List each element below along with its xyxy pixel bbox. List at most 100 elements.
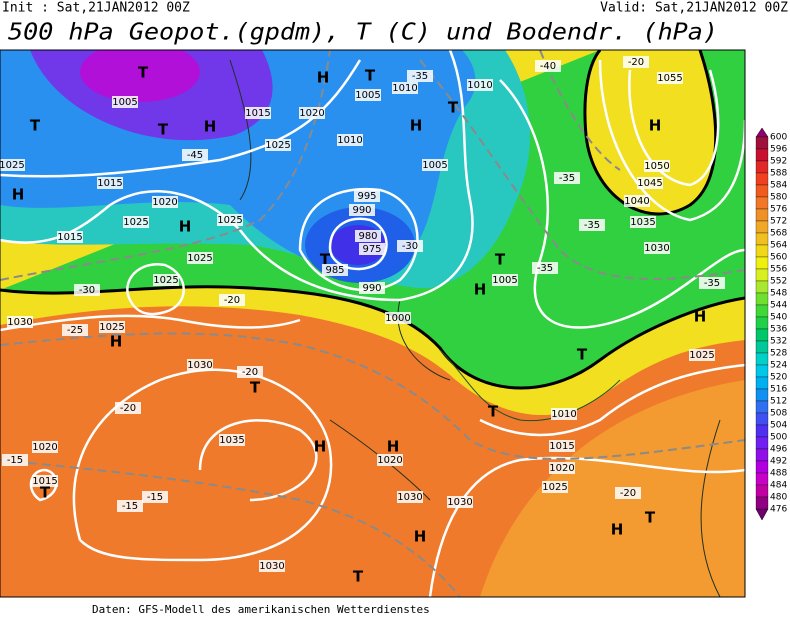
label-box <box>549 440 575 452</box>
contour-label: 1025 <box>542 482 567 493</box>
legend-swatch <box>755 256 769 270</box>
contour-label: 1010 <box>551 409 576 420</box>
contour-label: 1045 <box>637 178 662 189</box>
contour-label: -20 <box>620 488 636 499</box>
pressure-center: T <box>488 403 499 421</box>
color-legend: 600 596 592 588 584 580 576 572 568 564 560 556 552 5… <box>755 127 787 521</box>
label-box <box>219 294 245 306</box>
legend-label: 480 <box>770 493 787 503</box>
label-box <box>62 324 88 336</box>
pressure-center: H <box>179 218 192 236</box>
label-box <box>377 454 403 466</box>
label-box <box>644 160 670 172</box>
contour-label: 1020 <box>377 455 402 466</box>
label-box <box>217 214 243 226</box>
pressure-center: H <box>410 117 423 135</box>
legend-label: 512 <box>770 397 787 407</box>
label-box <box>7 316 33 328</box>
legend-arrow <box>755 508 769 521</box>
legend-swatch <box>755 208 769 222</box>
contour-label: -30 <box>79 285 95 296</box>
contour-label: -35 <box>584 220 600 231</box>
label-box <box>117 500 143 512</box>
label-box <box>447 496 473 508</box>
label-box <box>549 462 575 474</box>
label-box <box>99 321 125 333</box>
pressure-center: T <box>40 484 51 502</box>
label-box <box>142 491 168 503</box>
label-box <box>115 402 141 414</box>
label-box <box>2 454 28 466</box>
contour-label: 1030 <box>7 317 32 328</box>
label-box <box>355 230 381 242</box>
legend-swatch <box>755 448 769 462</box>
legend-label: 492 <box>770 457 787 467</box>
legend-swatch <box>755 328 769 342</box>
label-box <box>349 204 375 216</box>
label-box <box>322 264 348 276</box>
pressure-center: H <box>414 528 427 546</box>
pressure-center: T <box>158 121 169 139</box>
label-box <box>359 243 385 255</box>
contour-label: 1020 <box>299 108 324 119</box>
label-box <box>187 359 213 371</box>
label-box <box>385 312 411 324</box>
contour-label: -20 <box>120 403 136 414</box>
legend-swatch <box>755 352 769 366</box>
isobars <box>0 50 745 597</box>
label-box <box>542 481 568 493</box>
label-box <box>657 72 683 84</box>
contour-label: 1015 <box>32 476 57 487</box>
legend-swatch <box>755 484 769 498</box>
contour-label: 1035 <box>219 435 244 446</box>
label-box <box>422 159 448 171</box>
contour-label: 1030 <box>644 243 669 254</box>
legend-swatch <box>755 172 769 186</box>
contour-label: 1015 <box>57 232 82 243</box>
legend-label: 576 <box>770 205 787 215</box>
legend-label: 528 <box>770 349 787 359</box>
legend-swatch <box>755 196 769 210</box>
pressure-center: T <box>250 379 261 397</box>
warm-region <box>480 380 745 597</box>
contour-label: 990 <box>362 283 381 294</box>
contour-label: 1050 <box>644 161 669 172</box>
label-box <box>615 487 641 499</box>
label-box <box>97 177 123 189</box>
pressure-center: H <box>110 333 123 351</box>
legend-swatch <box>755 436 769 450</box>
legend-label: 564 <box>770 241 787 251</box>
legend-swatch <box>755 280 769 294</box>
contour-label: 1020 <box>32 442 57 453</box>
contour-label: 990 <box>352 205 371 216</box>
legend-label: 580 <box>770 193 787 203</box>
pressure-center: T <box>353 568 364 586</box>
contour-label: 1005 <box>422 160 447 171</box>
pressure-center: H <box>387 438 400 456</box>
legend-swatch <box>755 412 769 426</box>
label-box <box>407 70 433 82</box>
legend-label: 500 <box>770 433 787 443</box>
legend-label: 552 <box>770 277 787 287</box>
label-box <box>397 240 423 252</box>
contour-label: 1035 <box>630 217 655 228</box>
contour-label: 1025 <box>265 140 290 151</box>
legend-swatch <box>755 496 769 510</box>
pressure-center: T <box>577 346 588 364</box>
contour-label: 985 <box>325 265 344 276</box>
legend-swatch <box>755 340 769 354</box>
label-box <box>299 107 325 119</box>
pressure-center: T <box>30 117 41 135</box>
legend-label: 592 <box>770 157 787 167</box>
contour-label: 1005 <box>492 275 517 286</box>
contour-label: 1025 <box>187 253 212 264</box>
legend-label: 544 <box>770 301 787 311</box>
pressure-center: H <box>694 308 707 326</box>
contour-label: -45 <box>187 150 203 161</box>
label-box <box>579 219 605 231</box>
pressure-center: H <box>12 186 25 204</box>
legend-swatch <box>755 400 769 414</box>
label-box <box>359 282 385 294</box>
contour-label: 1025 <box>99 322 124 333</box>
legend-swatch <box>755 376 769 390</box>
